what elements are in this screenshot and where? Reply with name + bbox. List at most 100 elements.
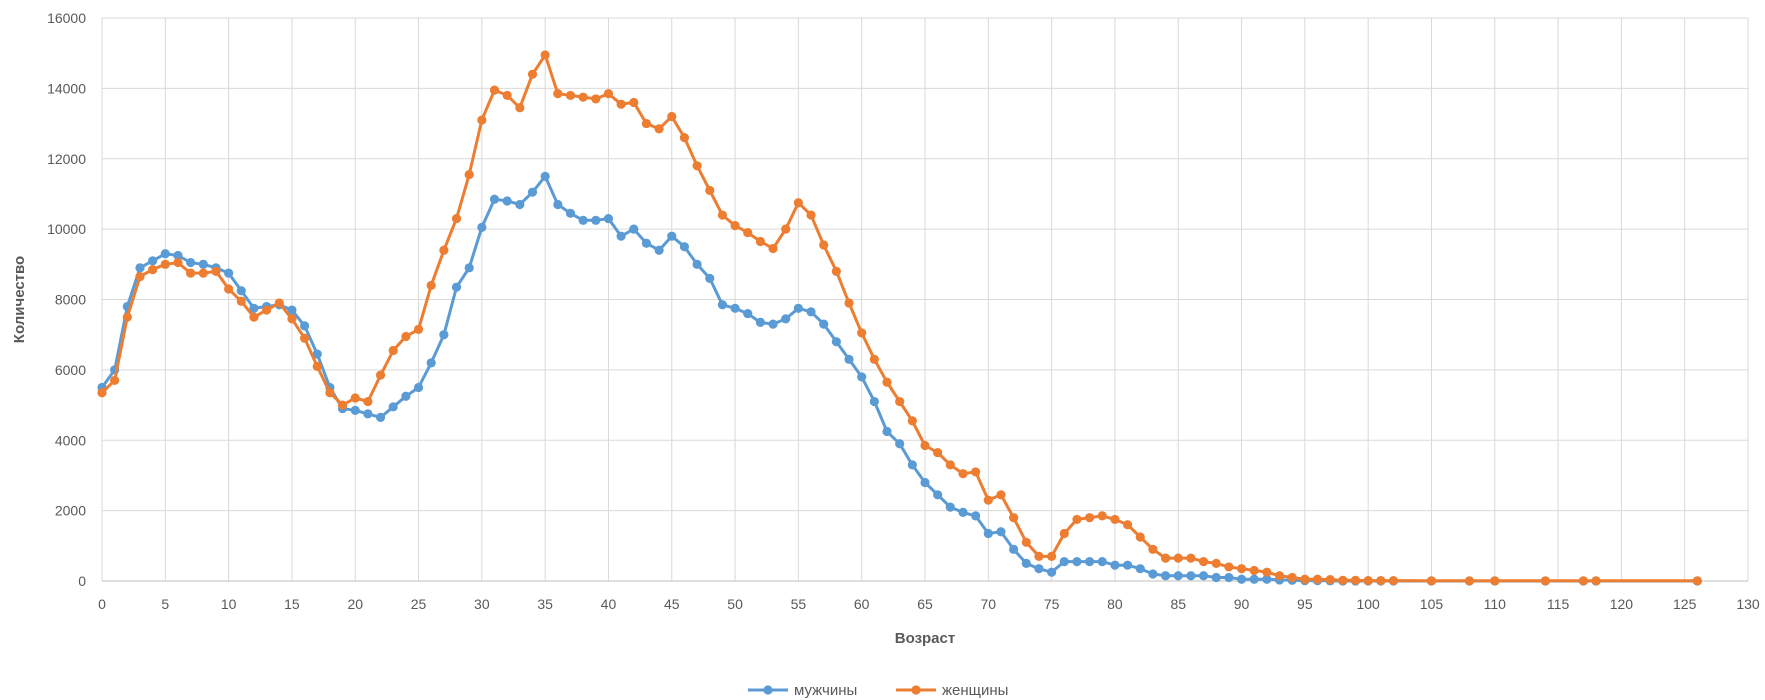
legend-marker-icon [911,685,921,695]
data-point [1350,575,1361,585]
data-point [1047,551,1057,561]
data-point [527,187,538,197]
data-point [1224,572,1234,583]
data-point [160,249,170,259]
data-point [388,402,398,412]
data-point [1490,576,1500,586]
data-point [996,490,1006,500]
data-point [1249,574,1259,584]
data-point [603,89,614,99]
data-point [578,92,588,102]
data-point [743,228,753,238]
data-point [1148,569,1158,579]
data-point [1072,514,1082,525]
data-point [1097,511,1107,521]
y-tick-label: 4000 [55,432,86,448]
data-point [1224,562,1234,572]
data-point [679,242,690,252]
y-tick-label: 16000 [47,10,86,26]
data-point [198,268,208,278]
data-point [1173,571,1183,581]
data-point [806,210,816,220]
data-point [160,259,170,269]
data-point [705,273,715,283]
data-point [477,222,487,232]
x-tick-label: 30 [474,596,490,612]
data-point [1262,574,1272,584]
data-point [1236,564,1247,574]
x-tick-label: 105 [1420,596,1444,612]
y-tick-label: 10000 [47,221,86,237]
data-point [502,196,512,206]
data-point [363,396,373,407]
data-point [464,169,474,180]
data-point [1034,551,1044,561]
data-point [629,97,639,108]
data-point [882,377,892,387]
data-point [819,240,829,250]
data-point [350,393,360,403]
data-point [971,467,981,477]
data-point [983,528,993,539]
legend: мужчины женщины [748,682,1008,699]
data-point [249,303,259,313]
data-point [274,298,284,308]
data-point [502,90,512,101]
data-point [1591,576,1601,586]
data-point [1160,571,1171,581]
data-point [1300,574,1310,584]
data-point [1110,514,1120,525]
data-point [299,333,310,343]
data-point [641,118,652,129]
data-point [781,314,791,324]
data-point [1186,553,1196,563]
legend-item: мужчины [748,682,857,699]
data-point [831,266,841,276]
data-point [730,221,740,231]
data-point [1148,544,1158,554]
data-point [654,245,664,255]
data-point [451,213,462,224]
series-line [100,174,1698,583]
data-point [312,349,322,359]
data-point [1325,574,1335,585]
data-point [1122,520,1133,530]
data-point [173,257,183,268]
data-point [236,296,246,306]
x-tick-label: 10 [221,596,237,612]
data-point [1173,553,1183,563]
x-tick-label: 0 [98,596,106,612]
data-point [1198,571,1209,581]
x-tick-labels: 0 5 10 15 20 25 30 35 40 45 50 55 60 65 70 75 80 85 90 95 10… [98,596,1760,612]
data-point [1287,572,1297,583]
x-tick-label: 50 [727,596,743,612]
legend-item: женщины [896,682,1008,699]
data-point [287,305,297,315]
x-tick-label: 35 [537,596,553,612]
data-point [1198,557,1209,567]
data-point [540,171,550,181]
x-tick-label: 5 [161,596,169,612]
data-point [262,305,272,315]
data-point [148,256,158,266]
data-point [667,111,677,122]
data-point [426,358,436,368]
data-point [895,439,905,449]
data-point [1376,576,1386,586]
legend-marker-icon [763,685,773,695]
data-point [325,388,335,398]
data-point [857,328,867,338]
data-point [1110,560,1120,570]
data-point [236,286,246,296]
x-tick-label: 20 [347,596,363,612]
x-tick-label: 115 [1547,596,1570,612]
data-point [224,268,234,278]
data-point [667,231,677,241]
data-point [1274,571,1285,581]
data-point [1135,532,1145,542]
x-tick-label: 120 [1610,596,1634,612]
data-point [312,361,322,371]
data-point [730,303,740,313]
series-line [100,53,1698,583]
data-point [527,69,538,79]
